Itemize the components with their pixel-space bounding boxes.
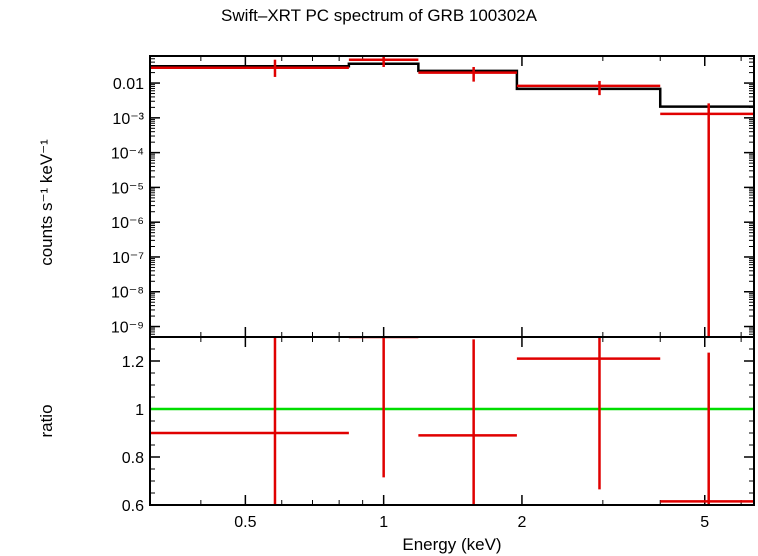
ratio-series xyxy=(150,337,754,505)
spectrum-frame xyxy=(149,55,755,338)
y-tick-label: 10⁻⁷ xyxy=(112,250,144,267)
y-tick-label: 10⁻⁶ xyxy=(111,215,144,232)
y-tick-label: 10⁻⁴ xyxy=(111,146,144,163)
x-tick-label: 1 xyxy=(379,514,388,531)
chart-title: Swift–XRT PC spectrum of GRB 100302A xyxy=(221,6,537,25)
x-tick-label: 0.5 xyxy=(234,514,256,531)
x-axis-label: Energy (keV) xyxy=(402,535,501,554)
y-tick-label: 1 xyxy=(135,402,144,419)
ratio-y-axis-label: ratio xyxy=(37,404,56,437)
y-tick-label: 0.01 xyxy=(113,76,144,93)
ratio-panel: 0.5 1 2 5 0.6 0.8 1 1.2 xyxy=(122,336,755,531)
y-tick-label: 10⁻³ xyxy=(112,111,144,128)
y-tick-label: 1.2 xyxy=(122,354,144,371)
y-tick-label: 0.8 xyxy=(122,450,144,467)
ratio-frame xyxy=(149,336,755,506)
y-tick-label: 10⁻⁸ xyxy=(111,285,144,302)
model-step-line xyxy=(150,62,754,108)
model-series xyxy=(150,62,754,108)
y-tick-label: 10⁻⁵ xyxy=(111,180,144,197)
x-tick-label: 5 xyxy=(700,514,709,531)
spectrum-y-axis-label: counts s⁻¹ keV⁻¹ xyxy=(37,139,56,266)
y-tick-label: 10⁻⁹ xyxy=(111,320,144,337)
axis-labels: counts s⁻¹ keV⁻¹ ratio Energy (keV) xyxy=(37,139,502,554)
y-tick-label: 0.6 xyxy=(122,498,144,515)
x-tick-label: 2 xyxy=(517,514,526,531)
spectrum-panel: 0.01 10⁻³ 10⁻⁴ 10⁻⁵ 10⁻⁶ 10⁻⁷ 10⁻⁸ 10⁻⁹ xyxy=(111,55,755,338)
data-series xyxy=(150,56,754,337)
